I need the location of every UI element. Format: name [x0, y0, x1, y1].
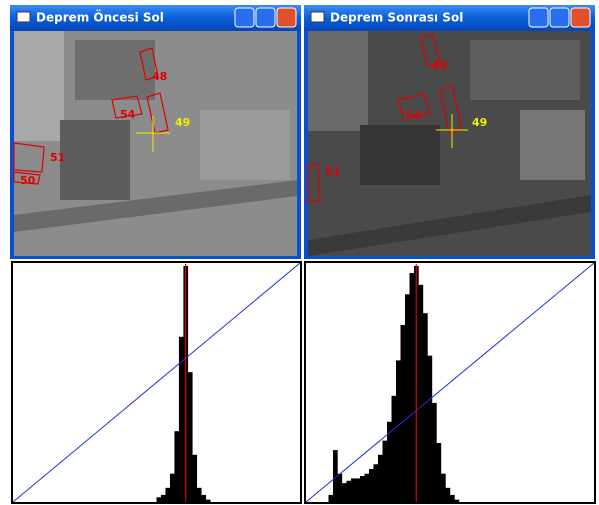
histogram-bar [192, 455, 197, 502]
window-title: Deprem Sonrası Sol [330, 11, 463, 25]
box-label: 54 [120, 108, 136, 121]
histogram-bar [329, 495, 334, 502]
histogram-bar [450, 495, 455, 502]
histogram-bar [174, 431, 179, 502]
window-icon [17, 12, 30, 22]
screen: Deprem Öncesi Sol 48 54 49 51 50 Deprem … [0, 0, 599, 505]
histogram-panel [305, 262, 595, 503]
image-area [308, 31, 368, 131]
window: Deprem Öncesi Sol 48 54 49 51 50 [10, 5, 301, 259]
window-title: Deprem Öncesi Sol [36, 10, 164, 25]
minimize-button[interactable] [529, 8, 548, 27]
histogram-bar [338, 474, 343, 502]
histogram-bar [356, 478, 361, 502]
histogram-bar [383, 441, 388, 502]
box-label: 54 [406, 109, 422, 122]
histogram-bar [165, 488, 170, 502]
box-label: 51 [50, 151, 65, 164]
image-area [14, 31, 64, 141]
histogram-bar [206, 500, 211, 502]
image-area [60, 120, 130, 200]
histogram-bar [405, 294, 410, 502]
histogram-bar [392, 396, 397, 502]
box-label: 48 [432, 59, 447, 72]
crosshair-label: 49 [175, 116, 190, 129]
histogram-bar [161, 495, 166, 502]
window: Deprem Sonrası Sol 48 54 49 51 [304, 5, 595, 259]
close-button[interactable] [571, 8, 590, 27]
histogram-bar [419, 285, 424, 502]
histogram-bar [157, 497, 162, 502]
histogram-bar [428, 356, 433, 502]
image-area [360, 125, 440, 185]
histogram-bar [342, 483, 347, 502]
image-area [200, 110, 290, 180]
box-label: 50 [20, 174, 36, 187]
image-area [470, 40, 580, 100]
histogram-bar [365, 474, 370, 502]
histogram-bar [437, 443, 442, 502]
histogram-bar [441, 474, 446, 502]
box-label: 48 [152, 70, 167, 83]
histogram-bar [170, 474, 175, 502]
image-area [75, 40, 155, 100]
histogram-bar [455, 500, 460, 502]
histogram-bar [446, 488, 451, 502]
histogram-bar [378, 455, 383, 502]
histogram-bar [347, 481, 352, 502]
image-area [520, 110, 585, 180]
maximize-button[interactable] [550, 8, 569, 27]
minimize-button[interactable] [235, 8, 254, 27]
histogram-bar [360, 476, 365, 502]
histogram-bar [369, 469, 374, 502]
close-button[interactable] [277, 8, 296, 27]
box-label: 51 [325, 165, 340, 178]
histogram-bar [374, 464, 379, 502]
histogram-bar [197, 488, 202, 502]
histogram-bar [201, 495, 206, 502]
crosshair-label: 49 [472, 116, 487, 129]
histogram-panel [12, 262, 301, 503]
histogram-bar [188, 372, 193, 502]
histogram-bar [410, 273, 415, 502]
histogram-bar [432, 403, 437, 502]
window-icon [311, 12, 324, 22]
histogram-bar [396, 360, 401, 502]
histogram-bar [351, 478, 356, 502]
histogram-bar [423, 313, 428, 502]
histogram-bar [401, 325, 406, 502]
maximize-button[interactable] [256, 8, 275, 27]
